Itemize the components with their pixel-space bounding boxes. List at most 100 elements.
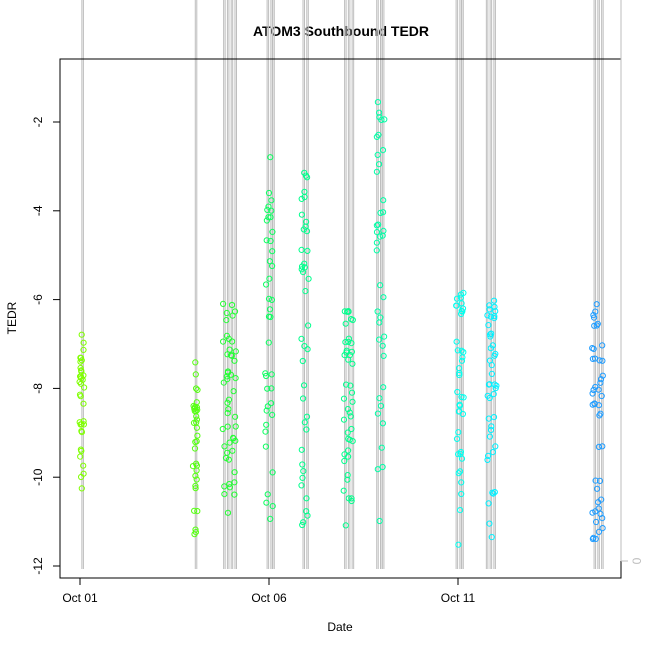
data-point [453, 295, 461, 302]
data-point [454, 347, 461, 354]
data-point [589, 509, 596, 516]
data-point [263, 237, 270, 244]
data-point [491, 352, 498, 359]
data-point [375, 221, 382, 228]
data-point [228, 352, 235, 359]
data-point [231, 357, 238, 364]
data-point [589, 401, 596, 408]
data-point [347, 382, 354, 389]
data-point [591, 314, 598, 321]
data-point [305, 322, 312, 329]
y-tick-label: -12 [31, 557, 45, 575]
data-point [380, 197, 387, 204]
data-point [77, 421, 84, 428]
data-point [77, 364, 84, 372]
data-point [78, 357, 85, 364]
data-point [485, 500, 492, 507]
data-point [76, 391, 84, 398]
data-point [347, 413, 354, 420]
data-point [593, 301, 600, 308]
data-point [457, 450, 464, 457]
data-point [301, 260, 308, 267]
data-point [231, 469, 238, 476]
data-point [589, 535, 597, 543]
data-point [268, 385, 275, 392]
data-point [458, 479, 465, 486]
data-point [589, 390, 596, 397]
data-point [78, 473, 85, 481]
data-point [263, 407, 270, 414]
data-point [599, 342, 606, 349]
chart-title: ATOM3 Southbound TEDR [253, 23, 429, 39]
data-point [301, 188, 308, 195]
data-point [303, 426, 310, 433]
data-point [380, 294, 387, 301]
data-point [298, 482, 305, 489]
data-point [341, 308, 348, 315]
secondary-series [81, 0, 604, 569]
data-point [591, 322, 598, 329]
data-point [486, 302, 493, 309]
data-point [194, 508, 201, 515]
data-point [455, 541, 462, 548]
data-point [346, 409, 353, 416]
data-point [304, 346, 311, 353]
data-point [488, 534, 495, 541]
data-point [268, 296, 275, 303]
data-point [377, 209, 384, 216]
data-point [226, 346, 233, 353]
data-point [593, 322, 600, 329]
data-point [595, 528, 603, 536]
data-point [458, 347, 465, 354]
data-point [597, 376, 605, 383]
data-point [379, 463, 386, 471]
data-point [301, 169, 308, 176]
data-point [300, 382, 308, 389]
data-point [376, 109, 383, 116]
data-point [77, 358, 84, 365]
y2-axis: 020004000600080001000012000 [620, 0, 644, 564]
data-point [269, 262, 276, 270]
data-point [227, 352, 235, 359]
data-point [344, 429, 351, 436]
data-point [373, 239, 380, 246]
data-point [348, 497, 355, 505]
data-point [265, 214, 272, 221]
data-point [224, 509, 232, 516]
data-point [298, 211, 305, 218]
data-point [298, 195, 305, 202]
data-point [349, 316, 356, 324]
data-point [590, 386, 597, 394]
data-point [263, 421, 270, 428]
plot-frame [59, 58, 622, 579]
data-point [221, 483, 228, 490]
data-point [484, 312, 491, 319]
data-point [230, 434, 237, 441]
data-point [377, 282, 384, 289]
y-tick-label: -2 [31, 116, 45, 127]
data-point [223, 309, 230, 317]
data-point [490, 391, 497, 398]
data-point [303, 228, 311, 235]
data-point [192, 371, 199, 378]
data-point [269, 228, 276, 235]
data-point [453, 435, 461, 442]
data-point [492, 308, 499, 315]
data-point [193, 438, 200, 445]
data-point [298, 446, 305, 453]
data-point [193, 419, 200, 426]
data-point [486, 433, 493, 440]
data-point [374, 410, 381, 417]
data-point [592, 308, 599, 315]
data-point [232, 348, 239, 355]
data-point [489, 449, 496, 456]
data-point [456, 371, 463, 379]
data-point [267, 237, 274, 245]
data-point [232, 375, 239, 382]
y-tick-label: -8 [31, 383, 45, 394]
data-point [589, 355, 597, 362]
data-point [455, 408, 462, 415]
data-point [592, 477, 599, 484]
data-point [599, 443, 606, 450]
data-point [303, 495, 310, 502]
